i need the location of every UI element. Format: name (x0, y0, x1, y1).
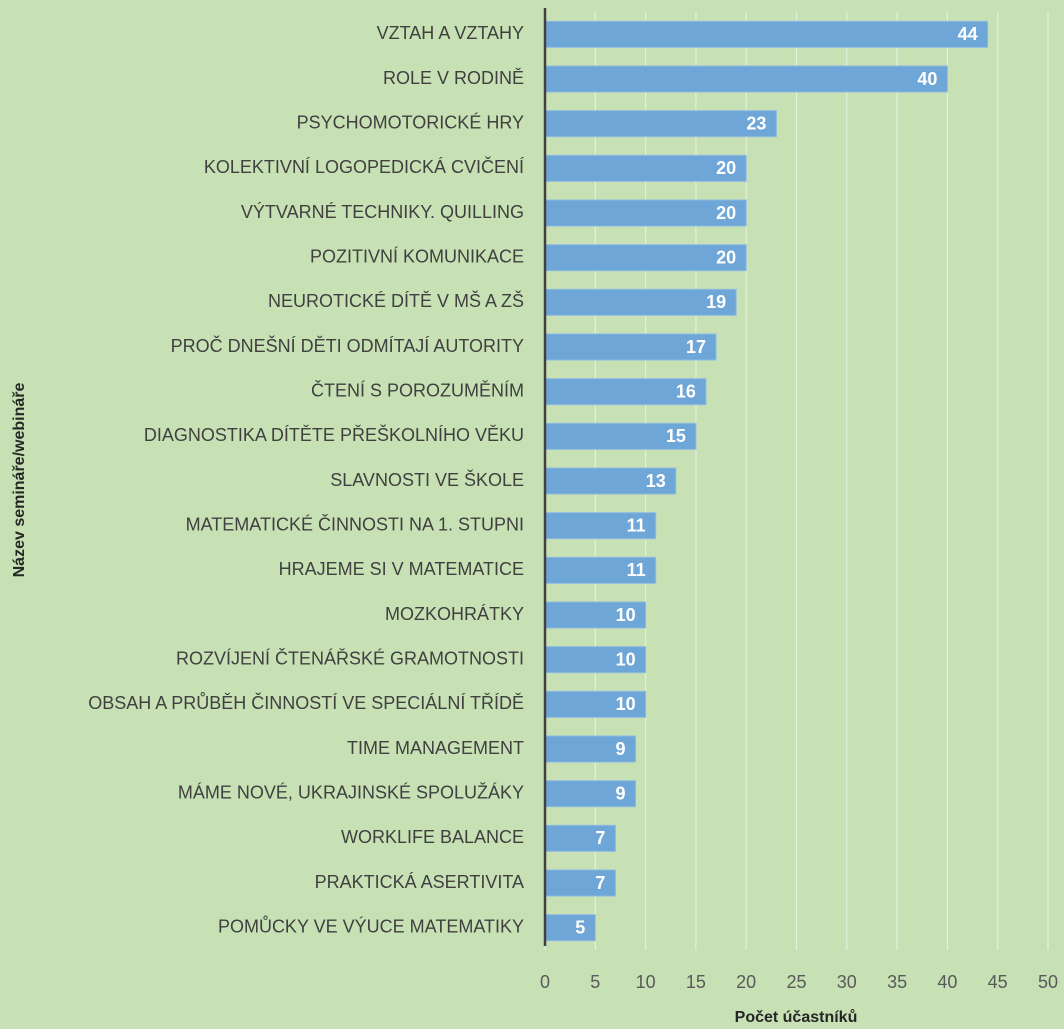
y-tick-label: MOZKOHRÁTKY (385, 604, 524, 624)
value-label: 16 (676, 381, 696, 401)
y-tick-label: PROČ DNEŠNÍ DĚTI ODMÍTAJÍ AUTORITY (171, 335, 524, 356)
y-tick-label: WORKLIFE BALANCE (341, 827, 524, 847)
bar (544, 556, 657, 584)
value-label: 7 (595, 828, 605, 848)
y-tick-label: POZITIVNÍ KOMUNIKACE (310, 246, 524, 266)
x-axis-label: Počet účastníků (735, 1009, 858, 1026)
y-tick-label: OBSAH A PRŮBĚH ČINNOSTÍ VE SPECIÁLNÍ TŘÍ… (88, 692, 524, 713)
value-label: 17 (686, 337, 706, 357)
bar (544, 288, 737, 316)
bar (544, 735, 637, 763)
bar (544, 20, 989, 48)
bar (544, 646, 647, 674)
x-tick-label: 45 (988, 972, 1008, 992)
value-label: 10 (616, 605, 636, 625)
value-label: 11 (627, 560, 646, 580)
x-tick-label: 5 (590, 972, 600, 992)
value-label: 20 (716, 247, 736, 267)
x-tick-label: 50 (1038, 972, 1058, 992)
bar (544, 422, 697, 450)
bar (544, 333, 717, 361)
y-tick-label: TIME MANAGEMENT (347, 738, 524, 758)
y-tick-label: HRAJEME SI V MATEMATICE (279, 559, 524, 579)
value-label: 10 (616, 694, 636, 714)
y-tick-label: MÁME NOVÉ, UKRAJINSKÉ SPOLUŽÁKY (178, 782, 524, 802)
value-label: 20 (716, 158, 736, 178)
y-tick-label: KOLEKTIVNÍ LOGOPEDICKÁ CVIČENÍ (204, 156, 524, 177)
x-tick-label: 0 (540, 972, 550, 992)
value-label: 13 (646, 471, 666, 491)
bar (544, 914, 596, 942)
value-label: 20 (716, 203, 736, 223)
x-tick-label: 30 (837, 972, 857, 992)
y-tick-label: ČTENÍ S POROZUMĚNÍM (311, 379, 524, 400)
bar (544, 199, 747, 227)
y-tick-label: SLAVNOSTI VE ŠKOLE (330, 469, 524, 490)
y-tick-label: VZTAH A VZTAHY (377, 23, 524, 43)
bar (544, 378, 707, 406)
y-tick-label: POMŮCKY VE VÝUCE MATEMATIKY (218, 915, 524, 936)
bar (544, 65, 948, 93)
y-tick-label: ROZVÍJENÍ ČTENÁŘSKÉ GRAMOTNOSTI (176, 647, 524, 668)
y-tick-label: PRAKTICKÁ ASERTIVITA (315, 872, 524, 892)
x-tick-label: 20 (736, 972, 756, 992)
y-axis-label: Název semináře/webináře (11, 383, 28, 578)
bar (544, 824, 616, 852)
bar (544, 690, 647, 718)
value-label: 40 (917, 69, 937, 89)
y-tick-label: MATEMATICKÉ ČINNOSTI NA 1. STUPNI (186, 513, 524, 534)
y-tick-label: ROLE V RODINĚ (383, 68, 524, 88)
value-label: 15 (666, 426, 686, 446)
value-label: 10 (616, 649, 636, 669)
x-tick-label: 35 (887, 972, 907, 992)
x-tick-label: 40 (937, 972, 957, 992)
x-tick-label: 25 (786, 972, 806, 992)
value-label: 9 (616, 739, 626, 759)
value-label: 11 (627, 515, 646, 535)
bar (544, 154, 747, 182)
value-label: 9 (616, 783, 626, 803)
bar (544, 110, 777, 138)
value-label: 7 (595, 873, 605, 893)
y-tick-label: DIAGNOSTIKA DÍTĚTE PŘEŠKOLNÍHO VĚKU (144, 424, 524, 445)
bar (544, 780, 637, 808)
y-tick-label: VÝTVARNÉ TECHNIKY. QUILLING (241, 202, 524, 222)
y-tick-label: PSYCHOMOTORICKÉ HRY (297, 112, 524, 132)
bar (544, 512, 657, 540)
x-tick-label: 15 (686, 972, 706, 992)
x-tick-label: 10 (636, 972, 656, 992)
value-label: 44 (958, 24, 978, 44)
y-tick-label: NEUROTICKÉ DÍTĚ V MŠ A ZŠ (268, 290, 524, 311)
value-label: 23 (746, 113, 766, 133)
value-label: 5 (575, 917, 585, 937)
value-label: 19 (706, 292, 726, 312)
